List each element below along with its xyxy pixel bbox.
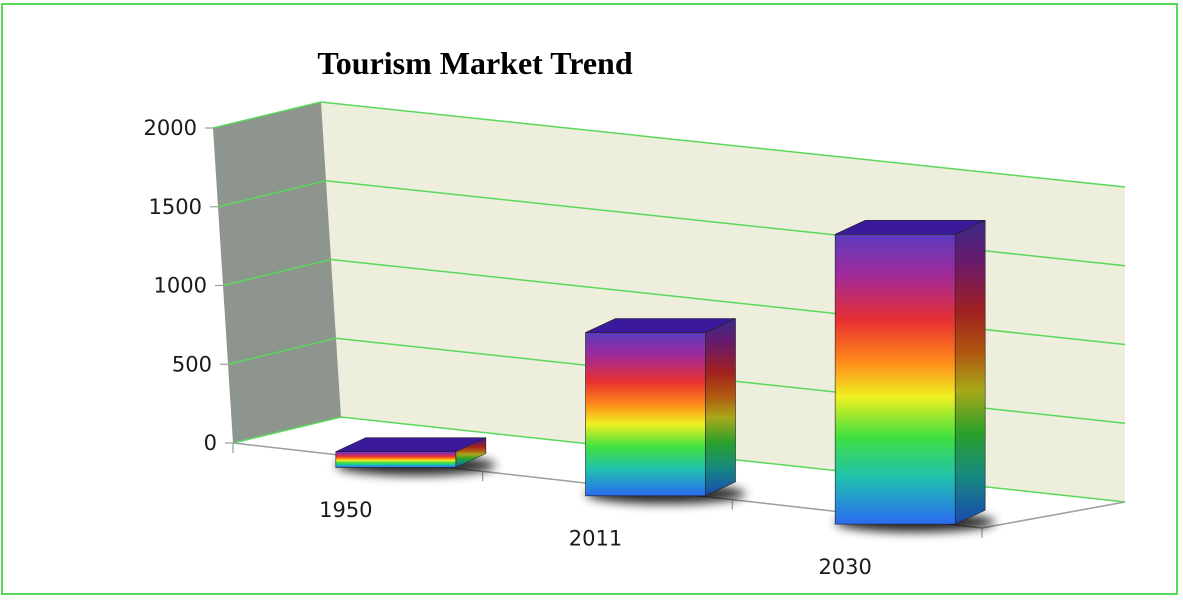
gridline-back bbox=[330, 258, 1126, 346]
x-tick-label: 2011 bbox=[569, 527, 622, 551]
x-axis-ticks: 1950 2011 2030 bbox=[232, 443, 983, 579]
bar-1950 bbox=[335, 451, 457, 468]
chart-title: Tourism Market Trend bbox=[317, 45, 632, 81]
gridline-side bbox=[232, 416, 342, 444]
floor-edge bbox=[981, 501, 1126, 529]
bar-2030 bbox=[834, 234, 956, 525]
bar-2011 bbox=[585, 332, 706, 497]
gridline-side bbox=[222, 258, 332, 287]
gridline-back bbox=[320, 101, 1126, 188]
y-tick-label: 2000 bbox=[144, 116, 197, 140]
gridline-side bbox=[212, 101, 322, 129]
gridline-side bbox=[217, 180, 327, 208]
y-tick-label: 0 bbox=[204, 431, 217, 455]
x-tick-label: 2030 bbox=[818, 555, 871, 579]
bar-top bbox=[835, 220, 986, 235]
gridline-side bbox=[227, 337, 337, 365]
gridline-back bbox=[325, 180, 1126, 267]
y-tick-label: 1000 bbox=[154, 274, 207, 298]
bar-side bbox=[954, 219, 986, 525]
y-tick-label: 1500 bbox=[149, 195, 202, 219]
bars bbox=[335, 219, 996, 533]
y-tick-label: 500 bbox=[172, 352, 212, 376]
bar-top bbox=[585, 318, 736, 333]
bar-top bbox=[335, 437, 486, 452]
x-tick-label: 1950 bbox=[319, 498, 372, 522]
y-axis-ticks: 0 500 1000 1500 2000 bbox=[144, 116, 233, 455]
bar-side bbox=[705, 318, 736, 497]
